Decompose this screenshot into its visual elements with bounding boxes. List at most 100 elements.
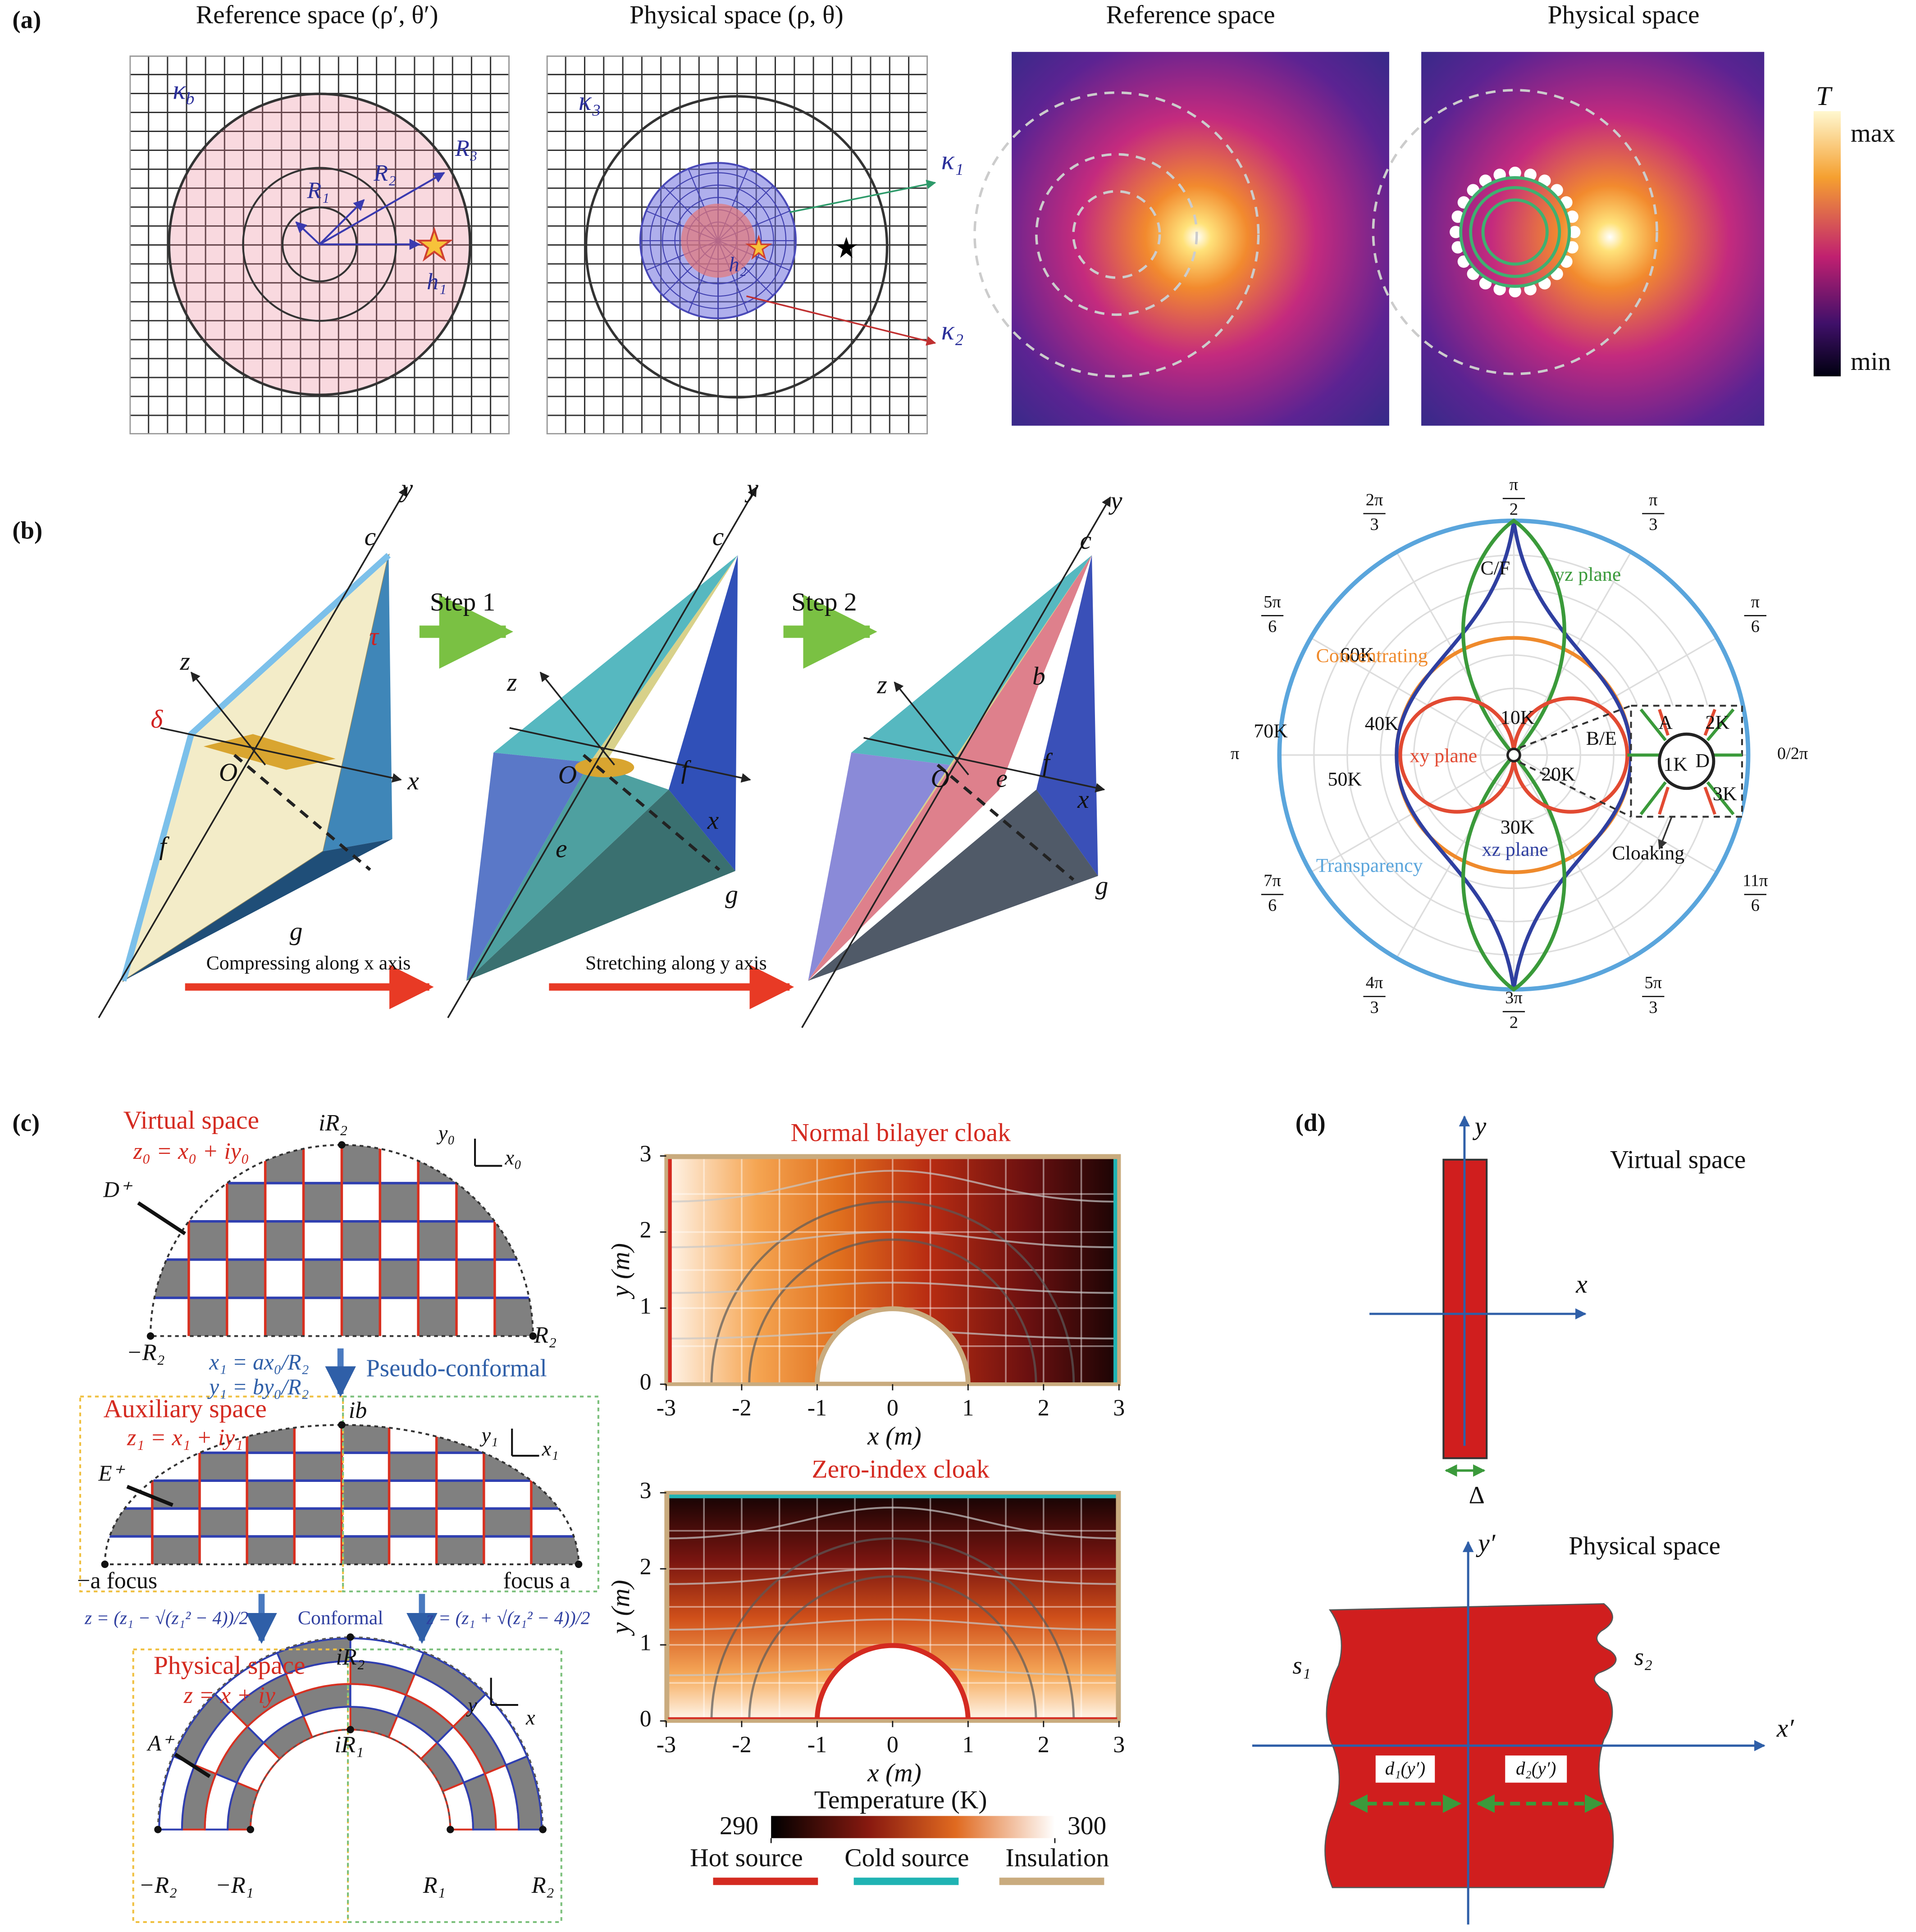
line	[160, 727, 402, 783]
label: x₀	[505, 1147, 522, 1170]
mesh-ring	[662, 184, 774, 297]
label: e	[556, 835, 567, 863]
point	[529, 1332, 537, 1340]
label: 3	[640, 1141, 652, 1167]
flux-line	[748, 1238, 1037, 1385]
label: z	[180, 647, 190, 675]
label: Concentrating	[1316, 645, 1428, 667]
line	[1658, 816, 1673, 850]
label: y (m)	[607, 1243, 635, 1299]
dashed-circle	[1035, 153, 1198, 316]
label: z = (z₁ + √(z₁² − 4))/2	[426, 1608, 590, 1628]
label: Cloaking	[1612, 843, 1685, 864]
label: R₂	[531, 1873, 554, 1898]
label: 3	[1113, 1732, 1125, 1758]
label: 3	[1113, 1395, 1125, 1421]
cell	[199, 1536, 247, 1564]
label: 6	[1751, 617, 1760, 636]
cell	[484, 1481, 531, 1509]
cell	[152, 1508, 200, 1537]
cell	[342, 1425, 389, 1453]
line	[1639, 708, 1667, 742]
cell	[247, 1508, 295, 1537]
line	[936, 764, 1075, 881]
line	[582, 754, 721, 871]
line	[1703, 709, 1716, 736]
cell	[389, 1536, 437, 1564]
flux-line	[710, 1200, 1075, 1385]
label: 300	[1067, 1812, 1106, 1840]
cell	[484, 1536, 531, 1564]
cell	[342, 1221, 380, 1260]
label: iR₂	[319, 1110, 347, 1136]
cell	[342, 1144, 380, 1183]
label-sub: b	[186, 89, 194, 108]
shape	[808, 752, 950, 981]
label: D⁺	[103, 1177, 133, 1202]
heatmap	[666, 1493, 1119, 1721]
line	[1658, 709, 1670, 736]
label: 0	[887, 1732, 899, 1758]
label: d₁(y′)	[1385, 1758, 1425, 1779]
label: s₁	[1292, 1651, 1310, 1679]
cell	[227, 1183, 265, 1221]
shape	[104, 1424, 580, 1565]
cell	[436, 1453, 484, 1481]
label: h₁	[427, 269, 447, 295]
label: 4π	[1366, 973, 1383, 992]
label: −a focus	[77, 1568, 157, 1594]
label: min	[1851, 347, 1891, 376]
label: 50K	[1328, 768, 1362, 790]
cell	[151, 1298, 189, 1336]
line	[1658, 786, 1670, 815]
cell	[484, 1508, 531, 1537]
label: 2	[640, 1554, 652, 1580]
cloak-ring	[1459, 176, 1571, 288]
label: A	[1658, 711, 1673, 733]
label: 3	[1370, 998, 1378, 1017]
cell	[342, 1259, 380, 1298]
label: Compressing along x axis	[206, 952, 411, 974]
label: Step 1	[430, 588, 495, 616]
label: c	[1080, 526, 1092, 555]
label: 3	[1649, 515, 1657, 534]
cell	[247, 1481, 295, 1509]
cell	[188, 1298, 227, 1336]
cell	[389, 1453, 437, 1481]
line	[137, 1201, 186, 1235]
source-star	[745, 234, 772, 260]
label: 60K	[1340, 644, 1374, 665]
line	[509, 727, 751, 783]
label: Auxiliary space	[104, 1395, 267, 1423]
cell	[456, 1183, 495, 1221]
box	[79, 1395, 344, 1593]
label: z = x + iy	[183, 1683, 276, 1709]
line	[174, 1753, 211, 1778]
label: Cold source	[844, 1844, 969, 1872]
cell	[531, 1508, 579, 1537]
label: b	[1032, 662, 1045, 690]
cell	[456, 1221, 495, 1260]
cloak-spot	[1509, 285, 1521, 298]
circle	[584, 95, 889, 399]
legend-swatch	[999, 1877, 1104, 1885]
checkerboard	[151, 1144, 533, 1336]
label: Physical space	[1569, 1531, 1720, 1560]
label: -1	[807, 1395, 827, 1421]
shape	[808, 789, 1098, 981]
label: h₂	[729, 253, 747, 276]
cell	[152, 1536, 200, 1564]
label: 1K	[1663, 754, 1688, 775]
cell	[303, 1144, 342, 1183]
cell	[342, 1508, 389, 1537]
cell	[227, 1259, 265, 1298]
label: R₃	[455, 136, 478, 161]
cell	[389, 1481, 437, 1509]
cell	[199, 1508, 247, 1537]
cloak	[814, 1306, 971, 1385]
label: 20K	[1541, 763, 1575, 785]
line	[1703, 786, 1716, 815]
shape	[851, 555, 1092, 765]
point	[146, 1332, 155, 1340]
